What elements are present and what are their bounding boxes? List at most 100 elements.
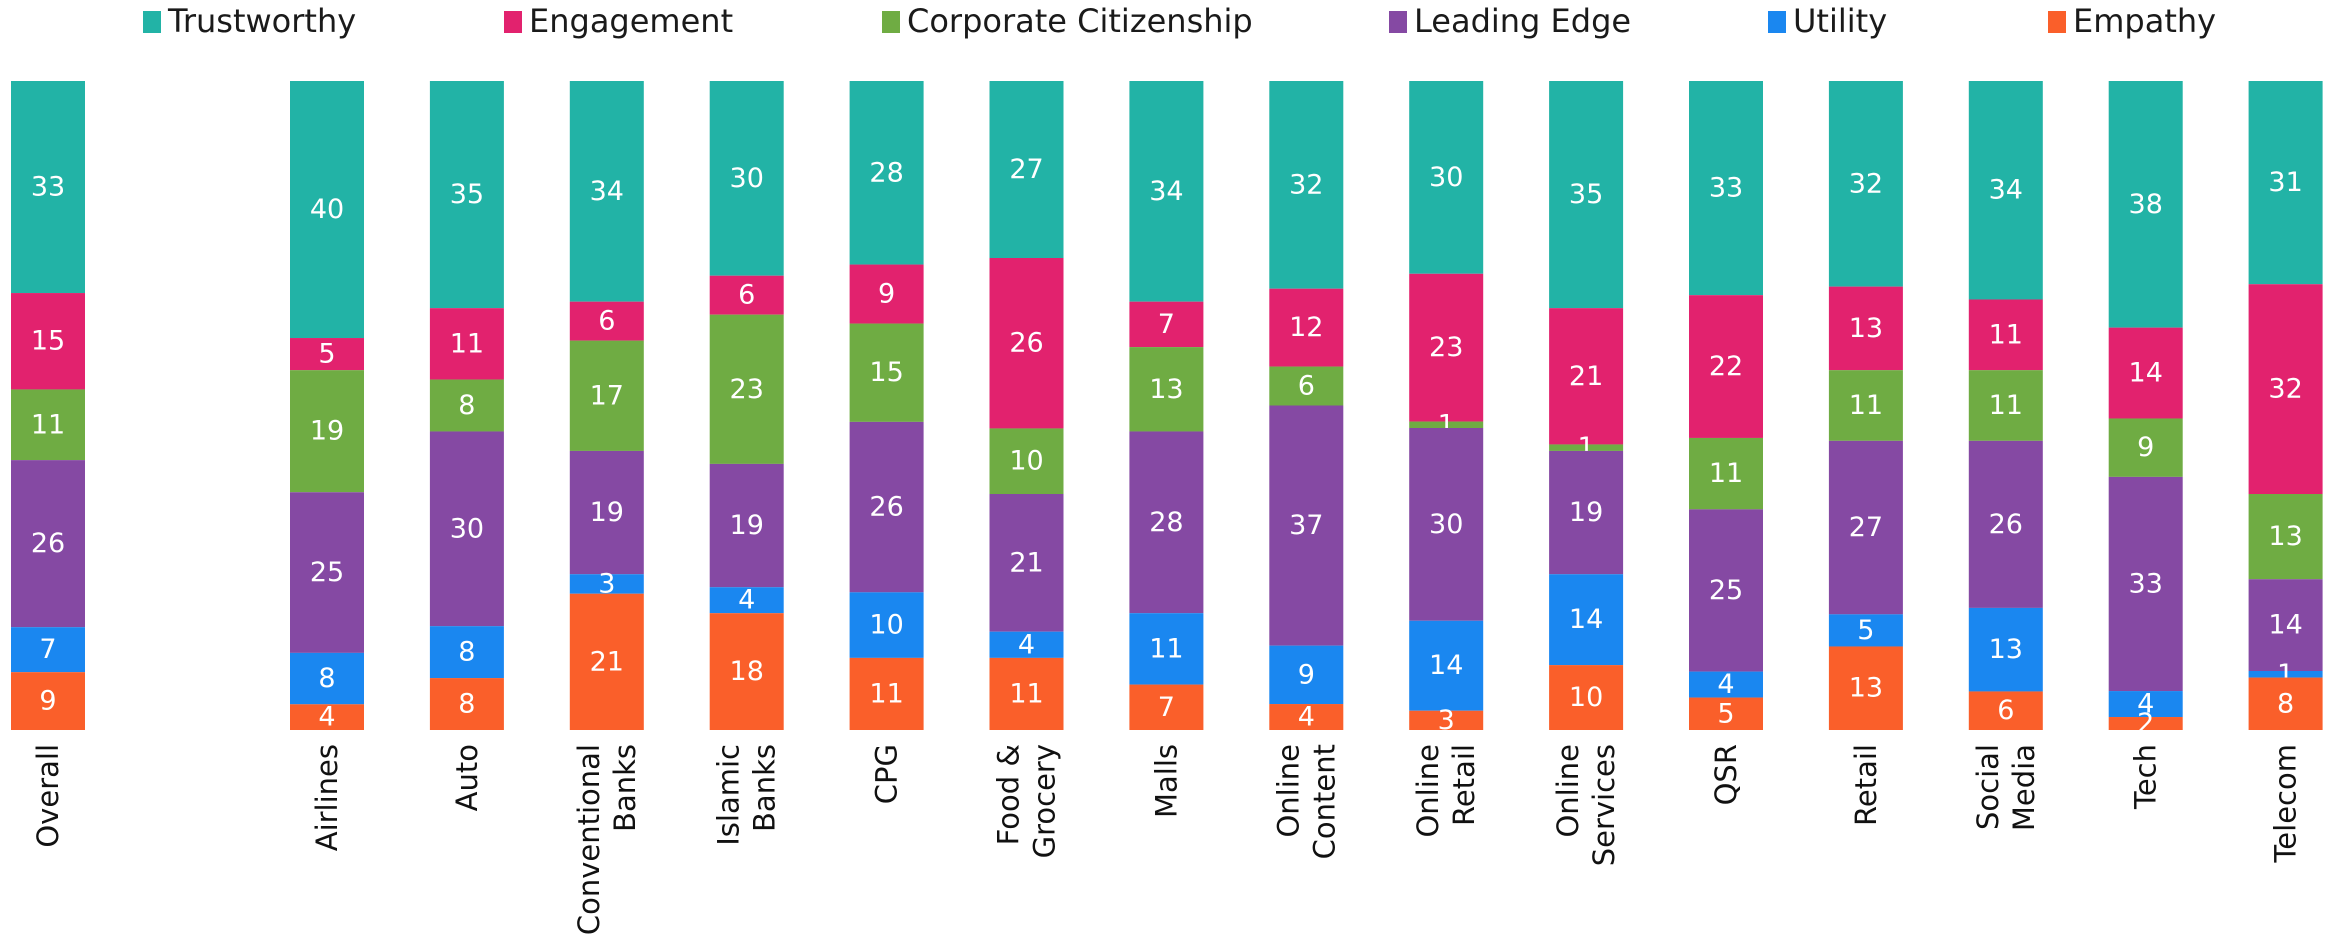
bar-social-media: 34 11 11 26 13 6 (1968, 81, 2043, 730)
legend-item-leading-edge: Leading Edge (1389, 2, 1631, 40)
data-label: 13 (1989, 634, 2023, 665)
bar-islamic-banks: 30 6 23 19 4 18 (709, 81, 784, 730)
legend-item-engagement: Engagement (504, 2, 733, 40)
bar-segment-utility (1269, 645, 1344, 705)
data-label: 26 (1989, 509, 2023, 540)
bar-segment-trustworthy (2108, 81, 2183, 328)
data-label: 21 (590, 646, 624, 677)
data-label: 13 (1849, 313, 1883, 344)
legend-label: Empathy (2073, 2, 2216, 40)
bar-segment-leading-edge (1828, 440, 1903, 615)
legend-swatch (882, 11, 900, 33)
data-label: 32 (2268, 374, 2302, 405)
bar-segment-utility (2108, 691, 2183, 718)
bar-segment-engagement (1549, 308, 1624, 445)
bar-segment-empathy (2248, 677, 2323, 730)
legend-item-utility: Utility (1768, 2, 1887, 40)
data-label: 8 (458, 637, 475, 668)
bar-segment-utility (1689, 671, 1763, 698)
data-label: 9 (39, 686, 56, 717)
category-label-airlines: Airlines (310, 744, 344, 851)
bar-segment-corporate-citizenship (1828, 370, 1903, 441)
bar-segment-leading-edge (709, 463, 784, 588)
data-label: 30 (450, 513, 484, 544)
bar-segment-engagement (989, 258, 1064, 429)
bar-segment-utility (1129, 613, 1204, 685)
bar-segment-empathy (1269, 704, 1344, 730)
category-label-online-content: Online Content (1271, 744, 1341, 859)
data-label: 25 (1709, 575, 1743, 606)
bar-segment-corporate-citizenship (1129, 347, 1204, 432)
bar-segment-corporate-citizenship (2248, 494, 2323, 580)
bar-segment-utility (569, 574, 644, 594)
category-label-overall: Overall (31, 744, 65, 848)
legend-label: Corporate Citizenship (907, 2, 1253, 40)
data-label: 7 (39, 634, 56, 665)
legend-label: Utility (1793, 2, 1887, 40)
bar-segment-leading-edge (429, 431, 504, 627)
data-label: 11 (1989, 390, 2023, 421)
bar-segment-leading-edge (11, 460, 85, 628)
data-label: 13 (1149, 374, 1183, 405)
bar-segment-corporate-citizenship (1549, 444, 1624, 451)
bar-airlines: 40 5 19 25 8 4 (290, 81, 364, 733)
category-label-cpg: CPG (870, 744, 904, 804)
data-label: 28 (869, 157, 903, 188)
category-label-line: Social (1971, 744, 2005, 830)
category-label-line: Malls (1149, 744, 1183, 818)
bar-segment-utility (429, 626, 504, 679)
data-label: 4 (318, 702, 335, 733)
data-label: 14 (1429, 650, 1463, 681)
category-label-social-media: Social Media (1971, 744, 2041, 831)
data-label: 6 (738, 280, 755, 311)
data-label: 13 (1849, 673, 1883, 704)
category-label-line: Online (1551, 744, 1585, 838)
category-label-line: Banks (608, 744, 642, 832)
bar-segment-utility (709, 587, 784, 614)
data-label: 27 (1009, 154, 1043, 185)
data-label: 34 (1989, 175, 2023, 206)
category-label-line: Online (1271, 744, 1305, 838)
data-label: 5 (1717, 698, 1734, 729)
bar-segment-trustworthy (1689, 81, 1763, 296)
bar-segment-trustworthy (709, 81, 784, 276)
bar-segment-leading-edge (2248, 579, 2323, 671)
bar-segment-empathy (709, 613, 784, 730)
category-label-auto: Auto (450, 744, 484, 811)
data-label: 4 (1298, 702, 1315, 733)
data-label: 11 (1849, 390, 1883, 421)
bar-segment-trustworthy (429, 81, 504, 309)
data-label: 28 (1149, 507, 1183, 538)
bar-segment-utility (1409, 620, 1484, 711)
bar-segment-trustworthy (849, 81, 924, 265)
category-label-line: Grocery (1028, 744, 1062, 858)
data-label: 25 (310, 557, 344, 588)
legend-label: Trustworthy (167, 2, 356, 40)
bar-segment-trustworthy (569, 81, 644, 302)
category-label-line: Food & (992, 744, 1026, 845)
data-label: 40 (310, 194, 344, 225)
bar-segment-engagement (290, 338, 364, 371)
data-label: 3 (598, 568, 615, 599)
data-label: 31 (2268, 167, 2302, 198)
category-label-line: Retail (1849, 744, 1883, 826)
bar-segment-empathy (11, 672, 85, 730)
data-label: 10 (1569, 682, 1603, 713)
category-label-qsr: QSR (1709, 744, 1743, 805)
data-label: 19 (1569, 497, 1603, 528)
data-label: 26 (1009, 328, 1043, 359)
data-label: 6 (598, 306, 615, 337)
legend-label: Engagement (529, 2, 733, 40)
legend-swatch (143, 11, 161, 33)
data-label: 21 (1569, 361, 1603, 392)
bar-segment-utility (989, 631, 1064, 658)
category-label-line: Media (2007, 744, 2041, 831)
bar-segment-engagement (709, 275, 784, 315)
legend-swatch (504, 11, 522, 33)
data-label: 11 (450, 328, 484, 359)
bar-segment-corporate-citizenship (1409, 421, 1484, 428)
data-label: 32 (1849, 168, 1883, 199)
